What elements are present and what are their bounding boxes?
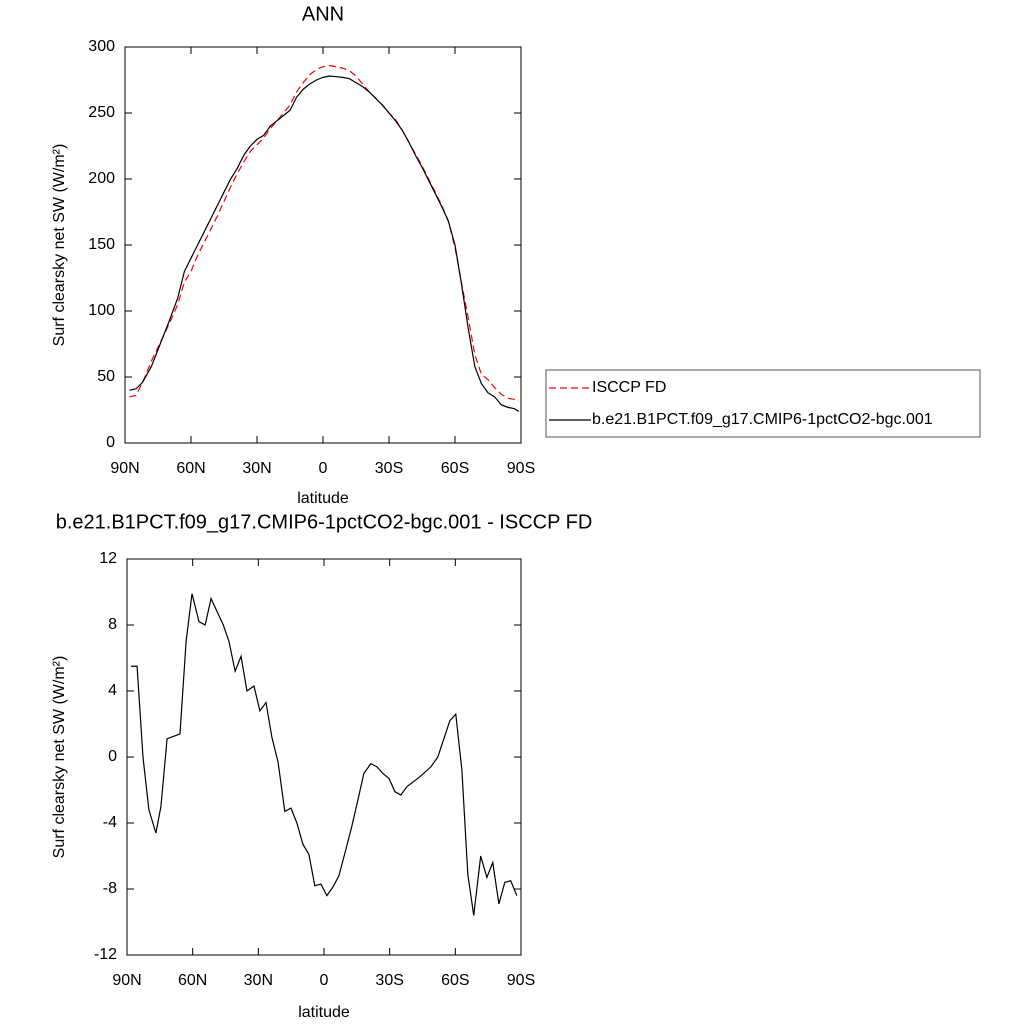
y-tick-label: -8 xyxy=(103,880,117,897)
y-axis-label: Surf clearsky net SW (W/m²) xyxy=(51,656,68,859)
legend-label: ISCCP FD xyxy=(592,379,666,396)
y-tick-label: 50 xyxy=(97,368,115,385)
x-tick-label: 30S xyxy=(375,460,403,477)
y-tick-label: 4 xyxy=(108,682,117,699)
y-axis-label: Surf clearsky net SW (W/m²) xyxy=(51,144,68,347)
y-tick-label: 0 xyxy=(108,748,117,765)
y-tick-label: -4 xyxy=(103,814,117,831)
y-tick-label: 150 xyxy=(88,236,115,253)
x-tick-label: 60N xyxy=(178,972,207,989)
x-tick-label: 30S xyxy=(375,972,403,989)
panel: b.e21.B1PCT.f09_g17.CMIP6-1pctCO2-bgc.00… xyxy=(51,511,592,1021)
y-tick-label: 8 xyxy=(108,616,117,633)
x-tick-label: 90N xyxy=(112,972,141,989)
x-axis-label: latitude xyxy=(298,1004,350,1021)
x-tick-label: 30N xyxy=(244,972,273,989)
x-tick-label: 0 xyxy=(320,972,329,989)
y-tick-label: 100 xyxy=(88,302,115,319)
x-axis-label: latitude xyxy=(297,490,349,507)
y-tick-label: 250 xyxy=(88,104,115,121)
data-line xyxy=(130,593,518,916)
y-tick-label: 12 xyxy=(99,550,117,567)
x-tick-label: 60S xyxy=(441,972,469,989)
plot-frame xyxy=(126,558,522,956)
chart-title: ANN xyxy=(302,3,344,25)
legend-label: b.e21.B1PCT.f09_g17.CMIP6-1pctCO2-bgc.00… xyxy=(592,411,933,428)
legend-box xyxy=(545,369,981,438)
x-tick-label: 90S xyxy=(507,972,535,989)
y-tick-label: 200 xyxy=(88,170,115,187)
x-tick-label: 60N xyxy=(176,460,205,477)
y-tick-label: 0 xyxy=(106,434,115,451)
x-tick-label: 90N xyxy=(110,460,139,477)
chart-title: b.e21.B1PCT.f09_g17.CMIP6-1pctCO2-bgc.00… xyxy=(56,511,593,533)
x-tick-label: 30N xyxy=(242,460,271,477)
y-tick-label: -12 xyxy=(94,946,117,963)
x-tick-label: 60S xyxy=(441,460,469,477)
y-tick-label: 300 xyxy=(88,38,115,55)
x-tick-label: 0 xyxy=(319,460,328,477)
x-tick-label: 90S xyxy=(507,460,535,477)
legend: ISCCP FD b.e21.B1PCT.f09_g17.CMIP6-1pctCO… xyxy=(545,369,981,438)
panel: ANN latitude Surf clearsky net SW (W/m²) 90… xyxy=(51,3,535,507)
plot-frame xyxy=(124,46,522,444)
data-line xyxy=(129,75,520,412)
data-line xyxy=(129,64,519,402)
